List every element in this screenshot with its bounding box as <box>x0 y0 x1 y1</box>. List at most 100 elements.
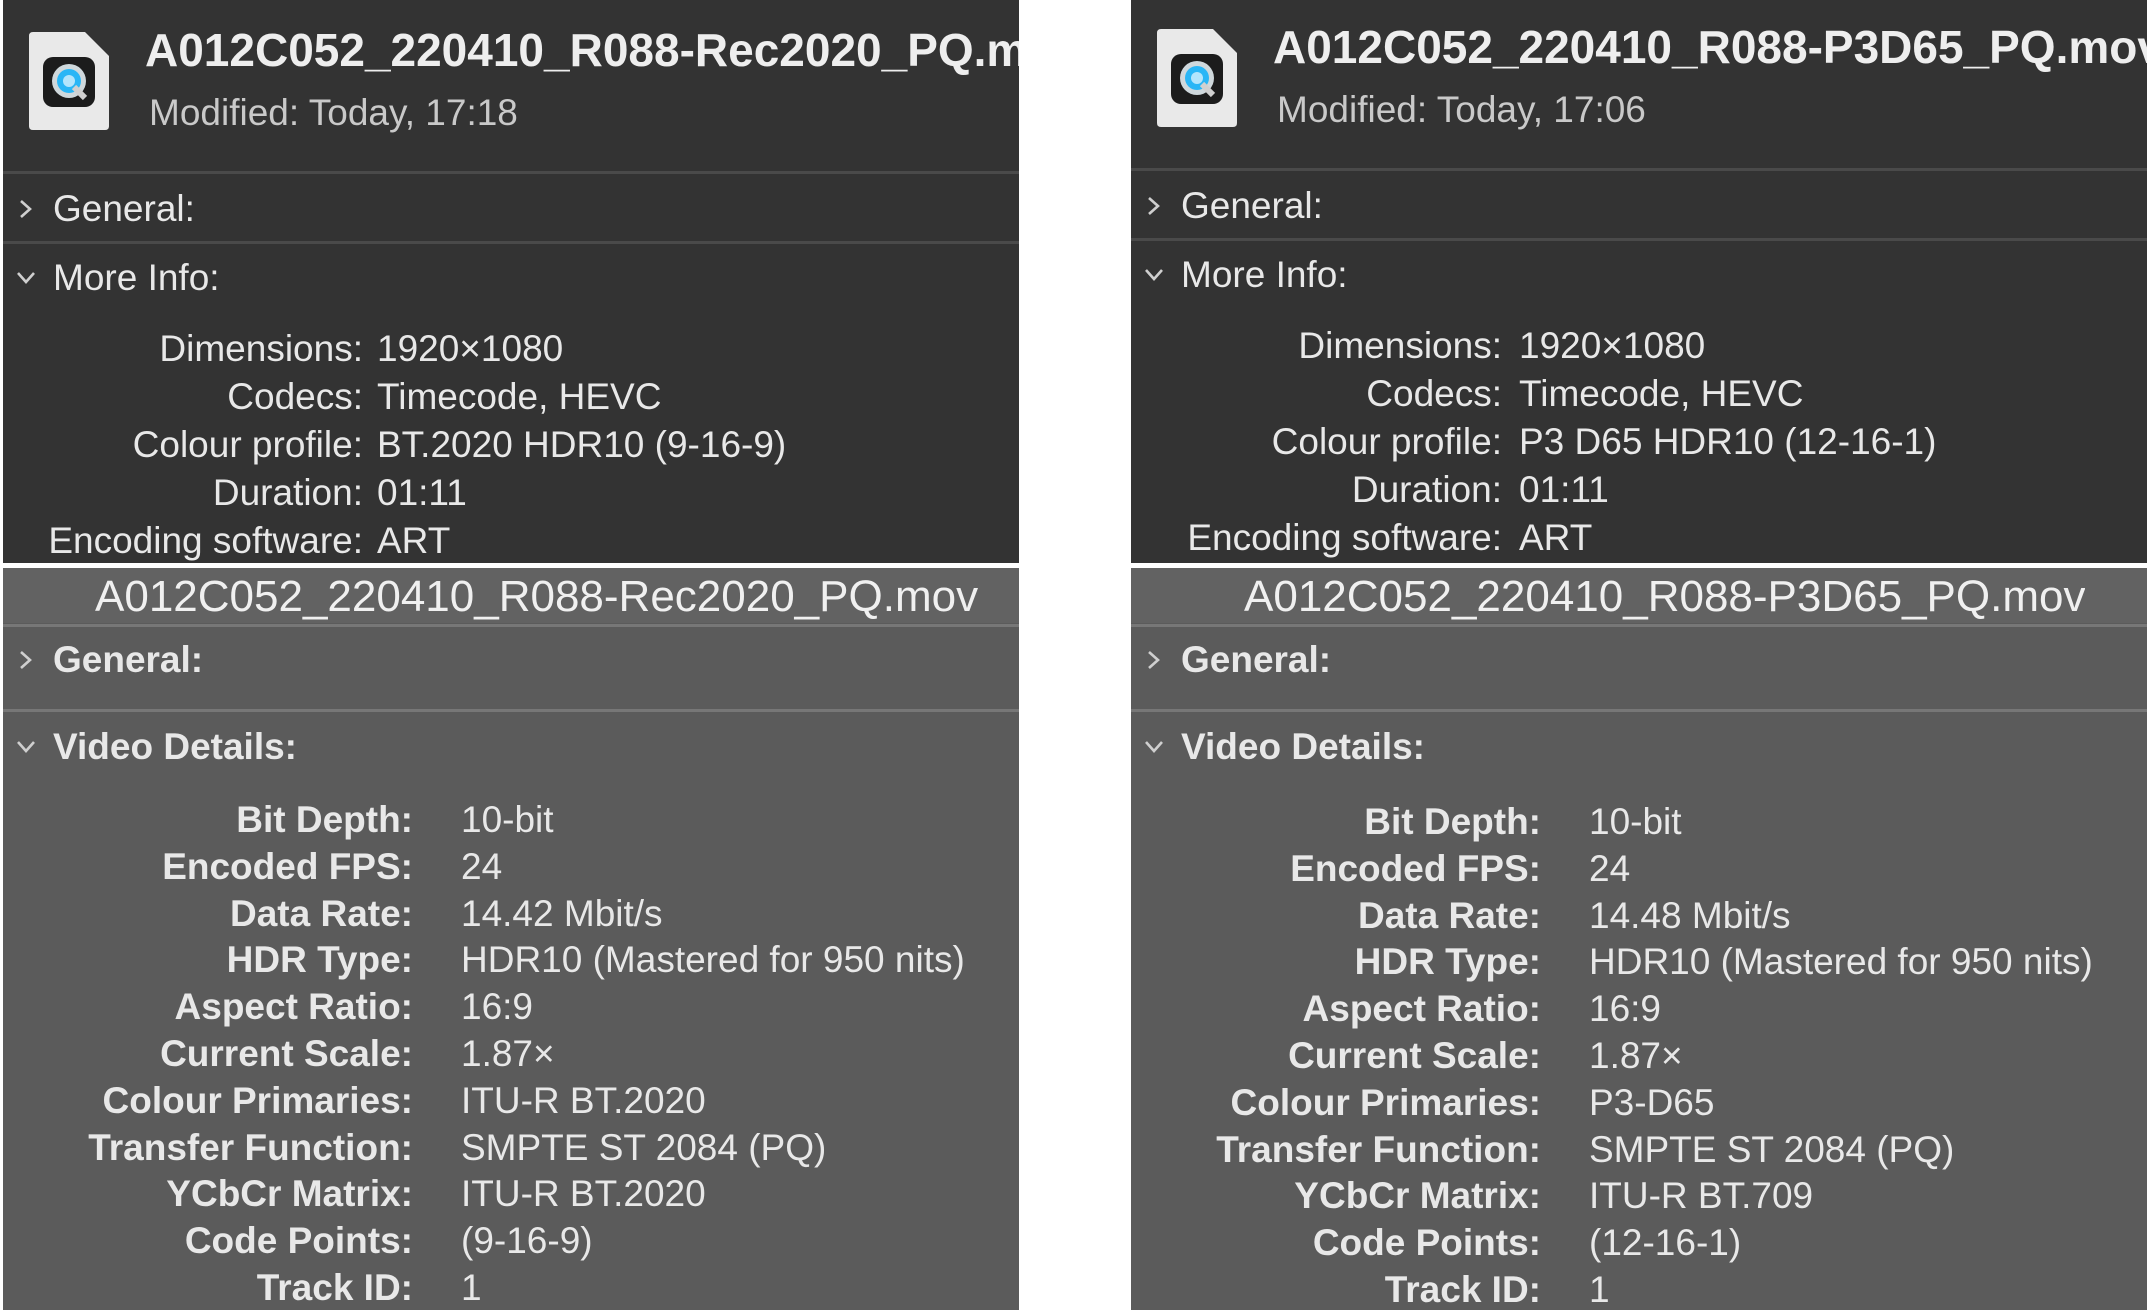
divider <box>3 241 1019 244</box>
info-label: Encoding software: <box>1187 517 1502 558</box>
video-detail-row: Bit Depth: 10-bit <box>3 797 553 843</box>
info-value: ART <box>1519 517 1593 558</box>
detail-value: ITU-R BT.709 <box>1589 1175 1814 1217</box>
section-general-toggle[interactable]: General: <box>1131 181 1323 231</box>
info-value: 1920×1080 <box>377 328 564 369</box>
video-detail-row: Encoded FPS: 24 <box>1131 846 1630 892</box>
inspector-file-name: A012C052_220410_R088-P3D65_PQ.mov <box>1244 572 2086 621</box>
section-label: More Info: <box>53 257 220 298</box>
detail-value: 10-bit <box>461 799 554 840</box>
detail-label: Code Points: <box>1312 1222 1541 1264</box>
file-info-panel: A012C052_220410_R088-P3D65_PQ.mov Modifi… <box>1131 0 2147 1310</box>
divider <box>3 709 1019 712</box>
info-value: 01:11 <box>377 472 467 513</box>
detail-label: Aspect Ratio: <box>174 986 413 1028</box>
section-general-toggle[interactable]: General: <box>3 635 203 685</box>
detail-value: 16:9 <box>461 986 534 1028</box>
section-label: General: <box>53 639 204 680</box>
video-detail-row: Data Rate: 14.48 Mbit/s <box>1131 893 1791 939</box>
get-info-window: A012C052_220410_R088-Rec2020_PQ.mov Modi… <box>3 0 1019 563</box>
info-value: 1920×1080 <box>1519 325 1706 366</box>
video-detail-row: Transfer Function: SMPTE ST 2084 (PQ) <box>3 1125 826 1171</box>
detail-value: SMPTE ST 2084 (PQ) <box>461 1126 827 1168</box>
divider <box>3 624 1019 627</box>
video-detail-row: YCbCr Matrix: ITU-R BT.709 <box>1131 1173 1813 1219</box>
section-more-info-toggle[interactable]: More Info: <box>1131 250 1348 300</box>
detail-label: Track ID: <box>1384 1269 1541 1310</box>
info-value: P3 D65 HDR10 (12-16-1) <box>1519 421 1937 462</box>
detail-label: Aspect Ratio: <box>1302 988 1541 1030</box>
info-value: Timecode, HEVC <box>377 376 662 417</box>
section-more-info-toggle[interactable]: More Info: <box>3 253 220 303</box>
detail-label: YCbCr Matrix: <box>166 1173 413 1215</box>
info-label: Duration: <box>1351 469 1502 510</box>
detail-label: HDR Type: <box>226 939 413 981</box>
detail-label: Data Rate: <box>230 892 413 934</box>
info-row: Duration: 01:11 <box>3 470 467 516</box>
detail-label: Data Rate: <box>1358 894 1541 936</box>
detail-label: Code Points: <box>184 1220 413 1262</box>
detail-value: 10-bit <box>1589 801 1682 842</box>
info-label: Codecs: <box>227 376 363 417</box>
section-label: Video Details: <box>1181 726 1426 767</box>
section-video-details-toggle[interactable]: Video Details: <box>3 722 297 772</box>
info-row: Encoding software: ART <box>3 518 450 563</box>
video-detail-row: Current Scale: 1.87× <box>1131 1033 1683 1079</box>
inspector-window: A012C052_220410_R088-Rec2020_PQ.mov Gene… <box>3 568 1019 1310</box>
detail-value: P3-D65 <box>1589 1081 1715 1123</box>
detail-label: Colour Primaries: <box>102 1079 413 1121</box>
detail-value: HDR10 (Mastered for 950 nits) <box>461 939 965 981</box>
detail-label: Encoded FPS: <box>162 845 413 887</box>
info-value: 01:11 <box>1519 469 1609 510</box>
video-detail-row: Encoded FPS: 24 <box>3 844 502 890</box>
section-label: General: <box>1181 639 1332 680</box>
detail-value: 1 <box>461 1267 482 1308</box>
video-detail-row: Code Points: (12-16-1) <box>1131 1220 1741 1266</box>
video-detail-row: Current Scale: 1.87× <box>3 1031 555 1077</box>
inspector-window: A012C052_220410_R088-P3D65_PQ.mov Genera… <box>1131 568 2147 1310</box>
file-name: A012C052_220410_R088-Rec2020_PQ.mov <box>145 24 1019 76</box>
section-label: Video Details: <box>53 726 298 767</box>
detail-value: 16:9 <box>1589 988 1662 1030</box>
section-video-details-toggle[interactable]: Video Details: <box>1131 722 1425 772</box>
detail-label: Track ID: <box>256 1267 413 1308</box>
info-row: Dimensions: 1920×1080 <box>3 326 563 372</box>
video-detail-row: YCbCr Matrix: ITU-R BT.2020 <box>3 1171 705 1217</box>
detail-label: Bit Depth: <box>236 799 413 840</box>
video-detail-row: HDR Type: HDR10 (Mastered for 950 nits) <box>1131 939 2093 985</box>
detail-label: Transfer Function: <box>1216 1128 1541 1170</box>
divider <box>1131 709 2147 712</box>
detail-label: Encoded FPS: <box>1290 847 1541 889</box>
divider <box>1131 238 2147 241</box>
info-label: Codecs: <box>1366 373 1502 414</box>
info-label: Duration: <box>212 472 363 513</box>
modified-date: Modified: Today, 17:06 <box>1277 89 1646 130</box>
video-detail-row: Colour Primaries: P3-D65 <box>1131 1080 1715 1126</box>
section-general-toggle[interactable]: General: <box>1131 635 1331 685</box>
detail-label: Current Scale: <box>160 1033 413 1074</box>
divider <box>1131 624 2147 627</box>
section-label: More Info: <box>1181 254 1348 295</box>
video-detail-row: Data Rate: 14.42 Mbit/s <box>3 891 663 937</box>
section-general-toggle[interactable]: General: <box>3 184 195 234</box>
inspector-title-bar: A012C052_220410_R088-Rec2020_PQ.mov <box>3 568 1019 623</box>
detail-value: SMPTE ST 2084 (PQ) <box>1589 1128 1955 1170</box>
detail-value: 1.87× <box>1589 1035 1683 1076</box>
file-name: A012C052_220410_R088-P3D65_PQ.mov <box>1273 21 2147 73</box>
divider <box>3 171 1019 174</box>
divider <box>1131 168 2147 171</box>
info-label: Colour profile: <box>1271 421 1502 462</box>
modified-date: Modified: Today, 17:18 <box>149 92 518 133</box>
detail-value: ITU-R BT.2020 <box>461 1079 706 1121</box>
detail-value: 24 <box>1589 847 1631 889</box>
info-row: Colour profile: BT.2020 HDR10 (9-16-9) <box>3 422 787 468</box>
detail-value: 1 <box>1589 1269 1610 1310</box>
info-label: Encoding software: <box>48 520 363 561</box>
video-detail-row: Aspect Ratio: 16:9 <box>1131 986 1662 1032</box>
info-row: Duration: 01:11 <box>1131 467 1609 513</box>
detail-value: (12-16-1) <box>1589 1222 1742 1264</box>
info-label: Dimensions: <box>1298 325 1502 366</box>
info-row: Encoding software: ART <box>1131 515 1592 561</box>
inspector-title-bar: A012C052_220410_R088-P3D65_PQ.mov <box>1131 568 2147 623</box>
detail-value: ITU-R BT.2020 <box>461 1173 706 1215</box>
